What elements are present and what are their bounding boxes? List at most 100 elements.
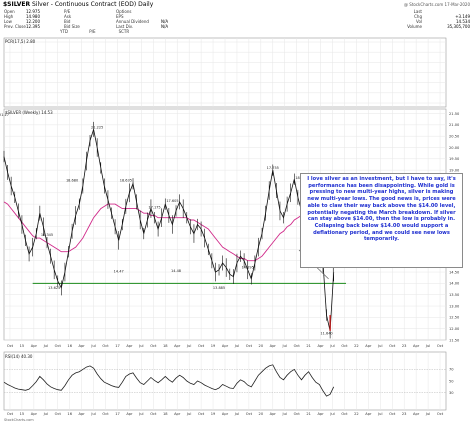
x-tick-label: Apr — [222, 344, 229, 348]
price-data-label: 16.345 — [41, 233, 53, 237]
info-label: Open — [4, 9, 15, 14]
x-tick-label: 19 — [211, 344, 216, 348]
info-row: YTD P/E SCTR — [60, 29, 147, 34]
info-value: N/A — [161, 24, 169, 29]
y-tick-label: 20.00 — [449, 146, 460, 150]
x-tick-label: Jul — [377, 344, 382, 348]
info-label: Vol — [416, 19, 422, 24]
x-tick-label-bottom: Jul — [282, 412, 287, 416]
x-tick-label-bottom: Jul — [234, 412, 239, 416]
info-value: N/A — [161, 19, 169, 24]
x-tick-label: 17 — [115, 344, 120, 348]
x-tick-label-bottom: Oct — [437, 412, 444, 416]
x-tick-label-bottom: 22 — [354, 412, 359, 416]
info-column-1: Open 12.975 High 14.980 Low 12.200 Prev. Cl… — [4, 9, 40, 29]
info-row: Prev. Close12.395 — [4, 24, 40, 29]
x-tick-label-bottom: 15 — [20, 412, 25, 416]
info-value: 14.980 — [26, 14, 40, 19]
price-data-label: 21.17 — [0, 113, 9, 117]
source-label: @ StockCharts.com — [404, 2, 444, 7]
symbol-label: $SILVER — [3, 1, 31, 8]
y-tick-label: 11.50 — [449, 338, 460, 342]
info-value: 14.534 — [456, 19, 470, 24]
x-tick-label: Jul — [282, 344, 287, 348]
price-data-label: 21.225 — [91, 125, 103, 129]
x-tick-label-bottom: Oct — [7, 412, 14, 416]
price-data-label: 13.625 — [48, 286, 60, 290]
info-label: Options — [116, 9, 132, 14]
info-row: P/E — [64, 9, 86, 14]
x-tick-label-bottom: 16 — [67, 412, 72, 416]
x-tick-label-bottom: Apr — [317, 412, 324, 416]
x-tick-label-bottom: 17 — [115, 412, 120, 416]
x-tick-label: Apr — [174, 344, 181, 348]
rsi-tick-label: 30 — [449, 391, 454, 395]
y-tick-label: 19.00 — [449, 168, 460, 172]
info-column-3: Options EPS Annual Dividend N/A Last Div.… — [116, 9, 168, 29]
x-tick-label: Oct — [341, 344, 348, 348]
x-tick-label-bottom: Apr — [31, 412, 38, 416]
x-tick-label: Oct — [102, 344, 109, 348]
x-tick-label-bottom: Oct — [246, 412, 253, 416]
x-tick-label: Jul — [329, 344, 334, 348]
x-tick-label: Jul — [90, 344, 95, 348]
info-row: EPS — [116, 14, 168, 19]
chart-title-bar: $SILVER Silver - Continuous Contract (EO… — [0, 0, 474, 9]
price-data-label: 14.895 — [242, 266, 254, 270]
x-axis: Oct 15 Apr Jul Oct 16 Apr Jul Oct 17 Apr Jul Oct 18 Ap… — [7, 344, 444, 416]
info-row: Last Div. N/A — [116, 24, 168, 29]
footer-credit: StockCharts.com — [4, 418, 34, 422]
x-tick-label-bottom: Oct — [150, 412, 157, 416]
x-tick-label-bottom: 19 — [211, 412, 216, 416]
info-label: SCTR — [118, 29, 130, 34]
y-tick-label: 19.50 — [449, 157, 460, 161]
y-tick-label: 12.00 — [449, 327, 460, 331]
x-tick-label: 18 — [163, 344, 168, 348]
price-data-label: 18.680 — [66, 178, 78, 182]
x-tick-label: Oct — [246, 344, 253, 348]
x-tick-label-bottom: Apr — [79, 412, 86, 416]
x-tick-label-bottom: Oct — [55, 412, 62, 416]
info-value: 12.975 — [26, 9, 40, 14]
chart-date-source: @ StockCharts.com 17-Mar-2020 — [404, 0, 470, 9]
x-tick-label: 22 — [354, 344, 359, 348]
x-tick-label-bottom: Jul — [43, 412, 48, 416]
x-tick-label: Oct — [437, 344, 444, 348]
price-data-label: 14.47 — [114, 270, 124, 274]
y-tick-label: 13.50 — [449, 293, 460, 297]
y-tick-label: 21.50 — [449, 112, 460, 116]
info-label: P/E — [89, 29, 96, 34]
info-label: Volume — [407, 24, 422, 29]
date-label: 17-Mar-2020 — [444, 2, 470, 7]
pcr-panel — [3, 37, 447, 108]
info-label: EPS — [116, 14, 124, 19]
x-tick-label: Jul — [138, 344, 143, 348]
x-tick-label-bottom: Oct — [198, 412, 205, 416]
rsi-panel: 30 50 70 — [3, 351, 454, 411]
x-tick-label-bottom: Oct — [102, 412, 109, 416]
x-tick-label: Jul — [43, 344, 48, 348]
commentary-box: I love silver as an investment, but I ha… — [300, 173, 463, 268]
x-tick-label-bottom: 20 — [259, 412, 264, 416]
info-row: Bid — [64, 19, 86, 24]
x-tick-label-bottom: 18 — [163, 412, 168, 416]
y-tick-label: 21.00 — [449, 123, 460, 127]
x-tick-label-bottom: Jul — [329, 412, 334, 416]
x-tick-label-bottom: Apr — [126, 412, 133, 416]
info-value: +3.149 — [455, 14, 470, 19]
info-label: Ask — [64, 14, 72, 19]
info-row: Ask — [64, 14, 86, 19]
x-tick-label: Jul — [186, 344, 191, 348]
x-tick-label: Apr — [413, 344, 420, 348]
x-tick-label: Oct — [389, 344, 396, 348]
x-tick-label-bottom: Apr — [270, 412, 277, 416]
info-label: Annual Dividend — [116, 19, 149, 24]
x-tick-label: Oct — [198, 344, 205, 348]
price-data-label: 17.175 — [148, 206, 160, 210]
y-tick-label: 14.00 — [449, 282, 460, 286]
info-label: High — [4, 14, 14, 19]
x-tick-label-bottom: Jul — [425, 412, 430, 416]
price-panel-label: $SILVER (Weekly) 14.53 — [5, 110, 53, 115]
info-row: Last — [360, 9, 470, 14]
